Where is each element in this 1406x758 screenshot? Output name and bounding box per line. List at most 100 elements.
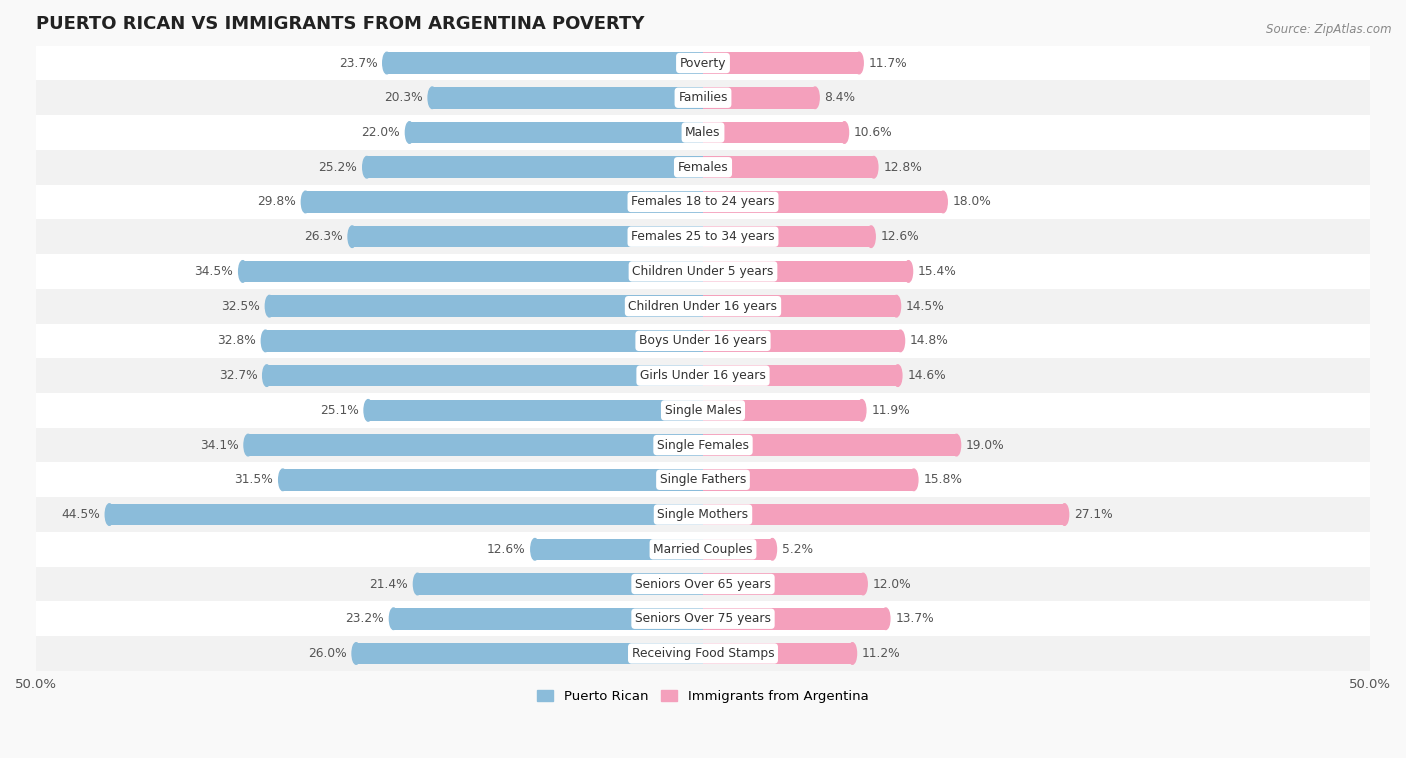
Text: Single Males: Single Males — [665, 404, 741, 417]
Circle shape — [870, 156, 877, 178]
Circle shape — [105, 504, 114, 525]
Bar — [703, 52, 859, 74]
Bar — [37, 636, 1369, 671]
Text: Poverty: Poverty — [679, 57, 727, 70]
Bar — [703, 573, 863, 595]
Circle shape — [910, 469, 918, 490]
Text: Married Couples: Married Couples — [654, 543, 752, 556]
Bar — [37, 150, 1369, 185]
Text: 15.8%: 15.8% — [924, 473, 962, 487]
Bar — [703, 538, 772, 560]
Text: Females 25 to 34 years: Females 25 to 34 years — [631, 230, 775, 243]
Circle shape — [952, 434, 960, 456]
Circle shape — [239, 261, 247, 282]
Text: 32.7%: 32.7% — [219, 369, 257, 382]
Bar — [394, 608, 703, 629]
Text: 32.8%: 32.8% — [217, 334, 256, 347]
Circle shape — [349, 226, 356, 247]
Circle shape — [939, 191, 948, 213]
Circle shape — [882, 608, 890, 629]
Circle shape — [405, 122, 413, 143]
Circle shape — [768, 538, 776, 560]
Circle shape — [262, 330, 270, 352]
Text: 22.0%: 22.0% — [361, 126, 401, 139]
Bar — [409, 122, 703, 143]
Circle shape — [389, 608, 398, 629]
Bar — [432, 87, 703, 108]
Text: 8.4%: 8.4% — [824, 91, 855, 105]
Text: 26.3%: 26.3% — [304, 230, 343, 243]
Text: Seniors Over 75 years: Seniors Over 75 years — [636, 612, 770, 625]
Text: Children Under 16 years: Children Under 16 years — [628, 299, 778, 312]
Text: Seniors Over 65 years: Seniors Over 65 years — [636, 578, 770, 590]
Bar — [368, 399, 703, 421]
Circle shape — [245, 434, 252, 456]
Circle shape — [811, 87, 820, 108]
Text: 29.8%: 29.8% — [257, 196, 297, 208]
Bar — [110, 504, 703, 525]
Circle shape — [301, 191, 309, 213]
Bar — [703, 643, 852, 664]
Circle shape — [266, 296, 274, 317]
Bar — [703, 365, 898, 387]
Bar — [37, 115, 1369, 150]
Bar — [703, 87, 815, 108]
Bar — [266, 330, 703, 352]
Circle shape — [1060, 504, 1069, 525]
Bar — [703, 156, 873, 178]
Text: 20.3%: 20.3% — [384, 91, 423, 105]
Bar — [37, 393, 1369, 428]
Text: 12.8%: 12.8% — [883, 161, 922, 174]
Text: 31.5%: 31.5% — [235, 473, 273, 487]
Bar — [37, 359, 1369, 393]
Text: 11.7%: 11.7% — [869, 57, 907, 70]
Bar — [37, 80, 1369, 115]
Text: 23.2%: 23.2% — [346, 612, 384, 625]
Bar — [37, 497, 1369, 532]
Circle shape — [855, 52, 863, 74]
Circle shape — [364, 399, 373, 421]
Bar — [37, 289, 1369, 324]
Text: Males: Males — [685, 126, 721, 139]
Text: 11.2%: 11.2% — [862, 647, 900, 660]
Bar — [703, 296, 897, 317]
Text: 14.8%: 14.8% — [910, 334, 949, 347]
Bar — [267, 365, 703, 387]
Bar — [703, 261, 908, 282]
Bar — [305, 191, 703, 213]
Bar — [37, 601, 1369, 636]
Text: 12.6%: 12.6% — [486, 543, 526, 556]
Text: Children Under 5 years: Children Under 5 years — [633, 265, 773, 278]
Bar — [703, 122, 845, 143]
Circle shape — [841, 122, 849, 143]
Circle shape — [859, 573, 868, 595]
Circle shape — [352, 643, 360, 664]
Text: Single Mothers: Single Mothers — [658, 508, 748, 521]
Text: PUERTO RICAN VS IMMIGRANTS FROM ARGENTINA POVERTY: PUERTO RICAN VS IMMIGRANTS FROM ARGENTIN… — [37, 15, 644, 33]
Text: 5.2%: 5.2% — [782, 543, 813, 556]
Text: 12.0%: 12.0% — [873, 578, 911, 590]
Bar — [37, 324, 1369, 359]
Text: 11.9%: 11.9% — [872, 404, 910, 417]
Bar — [703, 330, 900, 352]
Text: 14.6%: 14.6% — [907, 369, 946, 382]
Text: 19.0%: 19.0% — [966, 439, 1004, 452]
Text: 14.5%: 14.5% — [905, 299, 945, 312]
Text: 10.6%: 10.6% — [853, 126, 893, 139]
Text: Source: ZipAtlas.com: Source: ZipAtlas.com — [1267, 23, 1392, 36]
Text: 13.7%: 13.7% — [896, 612, 934, 625]
Bar — [37, 532, 1369, 567]
Text: 27.1%: 27.1% — [1074, 508, 1112, 521]
Bar — [703, 226, 872, 247]
Text: Families: Families — [678, 91, 728, 105]
Bar — [243, 261, 703, 282]
Circle shape — [278, 469, 287, 490]
Circle shape — [413, 573, 422, 595]
Text: 25.1%: 25.1% — [321, 404, 359, 417]
Circle shape — [263, 365, 271, 387]
Text: 34.1%: 34.1% — [200, 439, 239, 452]
Bar — [703, 434, 956, 456]
Bar — [37, 462, 1369, 497]
Bar — [37, 254, 1369, 289]
Bar — [37, 45, 1369, 80]
